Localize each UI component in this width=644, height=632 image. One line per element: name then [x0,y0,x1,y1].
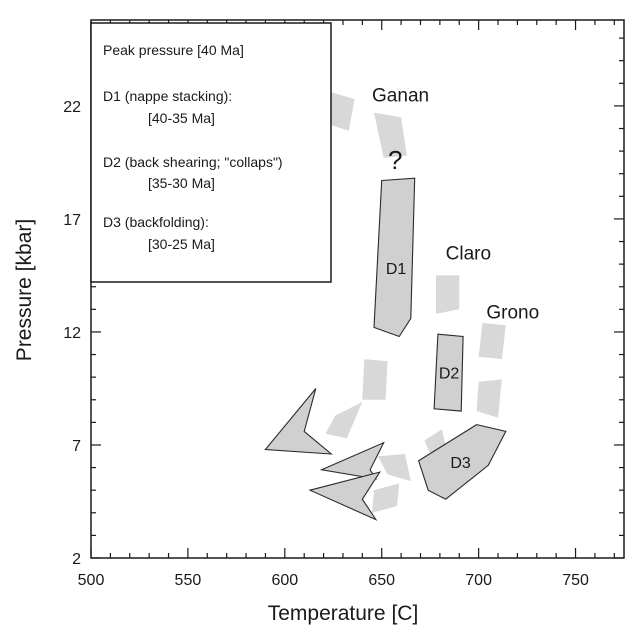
path-segment-ganan-1 [327,92,355,131]
y-tick-label-2: 2 [72,551,81,568]
legend-entry-d1: D1 (nappe stacking): [103,88,232,104]
label-layer: Ganan Claro Grono D1 D2 D3? [372,85,539,472]
plot-frame [90,19,625,559]
path-segment-ganan-2 [374,112,407,158]
legend-entry-d3-age: [30-25 Ma] [148,236,215,252]
path-segment-claro-2 [362,359,388,400]
legend-entry-peak: Peak pressure [40 Ma] [103,42,244,58]
legend-box [90,22,332,283]
legend: Peak pressure [40 Ma] D1 (nappe stacking… [90,22,332,283]
stage-d2 [433,333,464,412]
axes-layer: 500 550 600 650 700 750 2 7 12 17 22 [63,19,625,589]
x-tick-label-500: 500 [78,572,105,589]
locality-label-claro: Claro [446,244,491,265]
path-segment-claro-1 [436,275,460,314]
legend-entry-d2-age: [35-30 Ma] [148,175,215,191]
y-axis-title: Pressure [kbar] [13,219,36,361]
locality-path-layer [325,92,506,513]
stage-d1 [373,177,416,338]
stage-d3 [417,424,507,500]
x-tick-label-600: 600 [271,572,298,589]
stage-label-d2: D2 [439,366,460,383]
path-segment-claro-3 [325,402,363,439]
legend-entry-d1-age: [40-35 Ma] [148,110,215,126]
legend-entry-d2: D2 (back shearing; "collaps") [103,154,283,170]
x-tick-label-650: 650 [368,572,395,589]
x-tick-label-700: 700 [465,572,492,589]
path-segment-claro-6 [372,483,400,513]
arrowhead-layer [264,388,385,521]
stage-label-d1: D1 [386,261,407,278]
y-tick-label-7: 7 [72,438,81,455]
x-axis-title: Temperature [C] [268,602,419,625]
y-tick-label-22: 22 [63,99,81,116]
x-tick-label-550: 550 [175,572,202,589]
deformation-stage-layer [373,177,507,500]
arrowhead-1 [264,388,333,455]
arrowhead-3 [308,471,382,521]
legend-entry-d3: D3 (backfolding): [103,214,209,230]
y-tick-label-17: 17 [63,212,81,229]
locality-label-grono: Grono [486,302,539,323]
locality-label-ganan: Ganan [372,85,429,106]
path-segment-claro-5 [377,454,411,482]
path-segment-grono-2 [476,379,502,418]
path-segment-grono-1 [478,322,506,360]
annotation-1: ? [388,145,402,175]
y-tick-label-12: 12 [63,325,81,342]
x-tick-label-750: 750 [562,572,589,589]
stage-label-d3: D3 [450,455,471,472]
